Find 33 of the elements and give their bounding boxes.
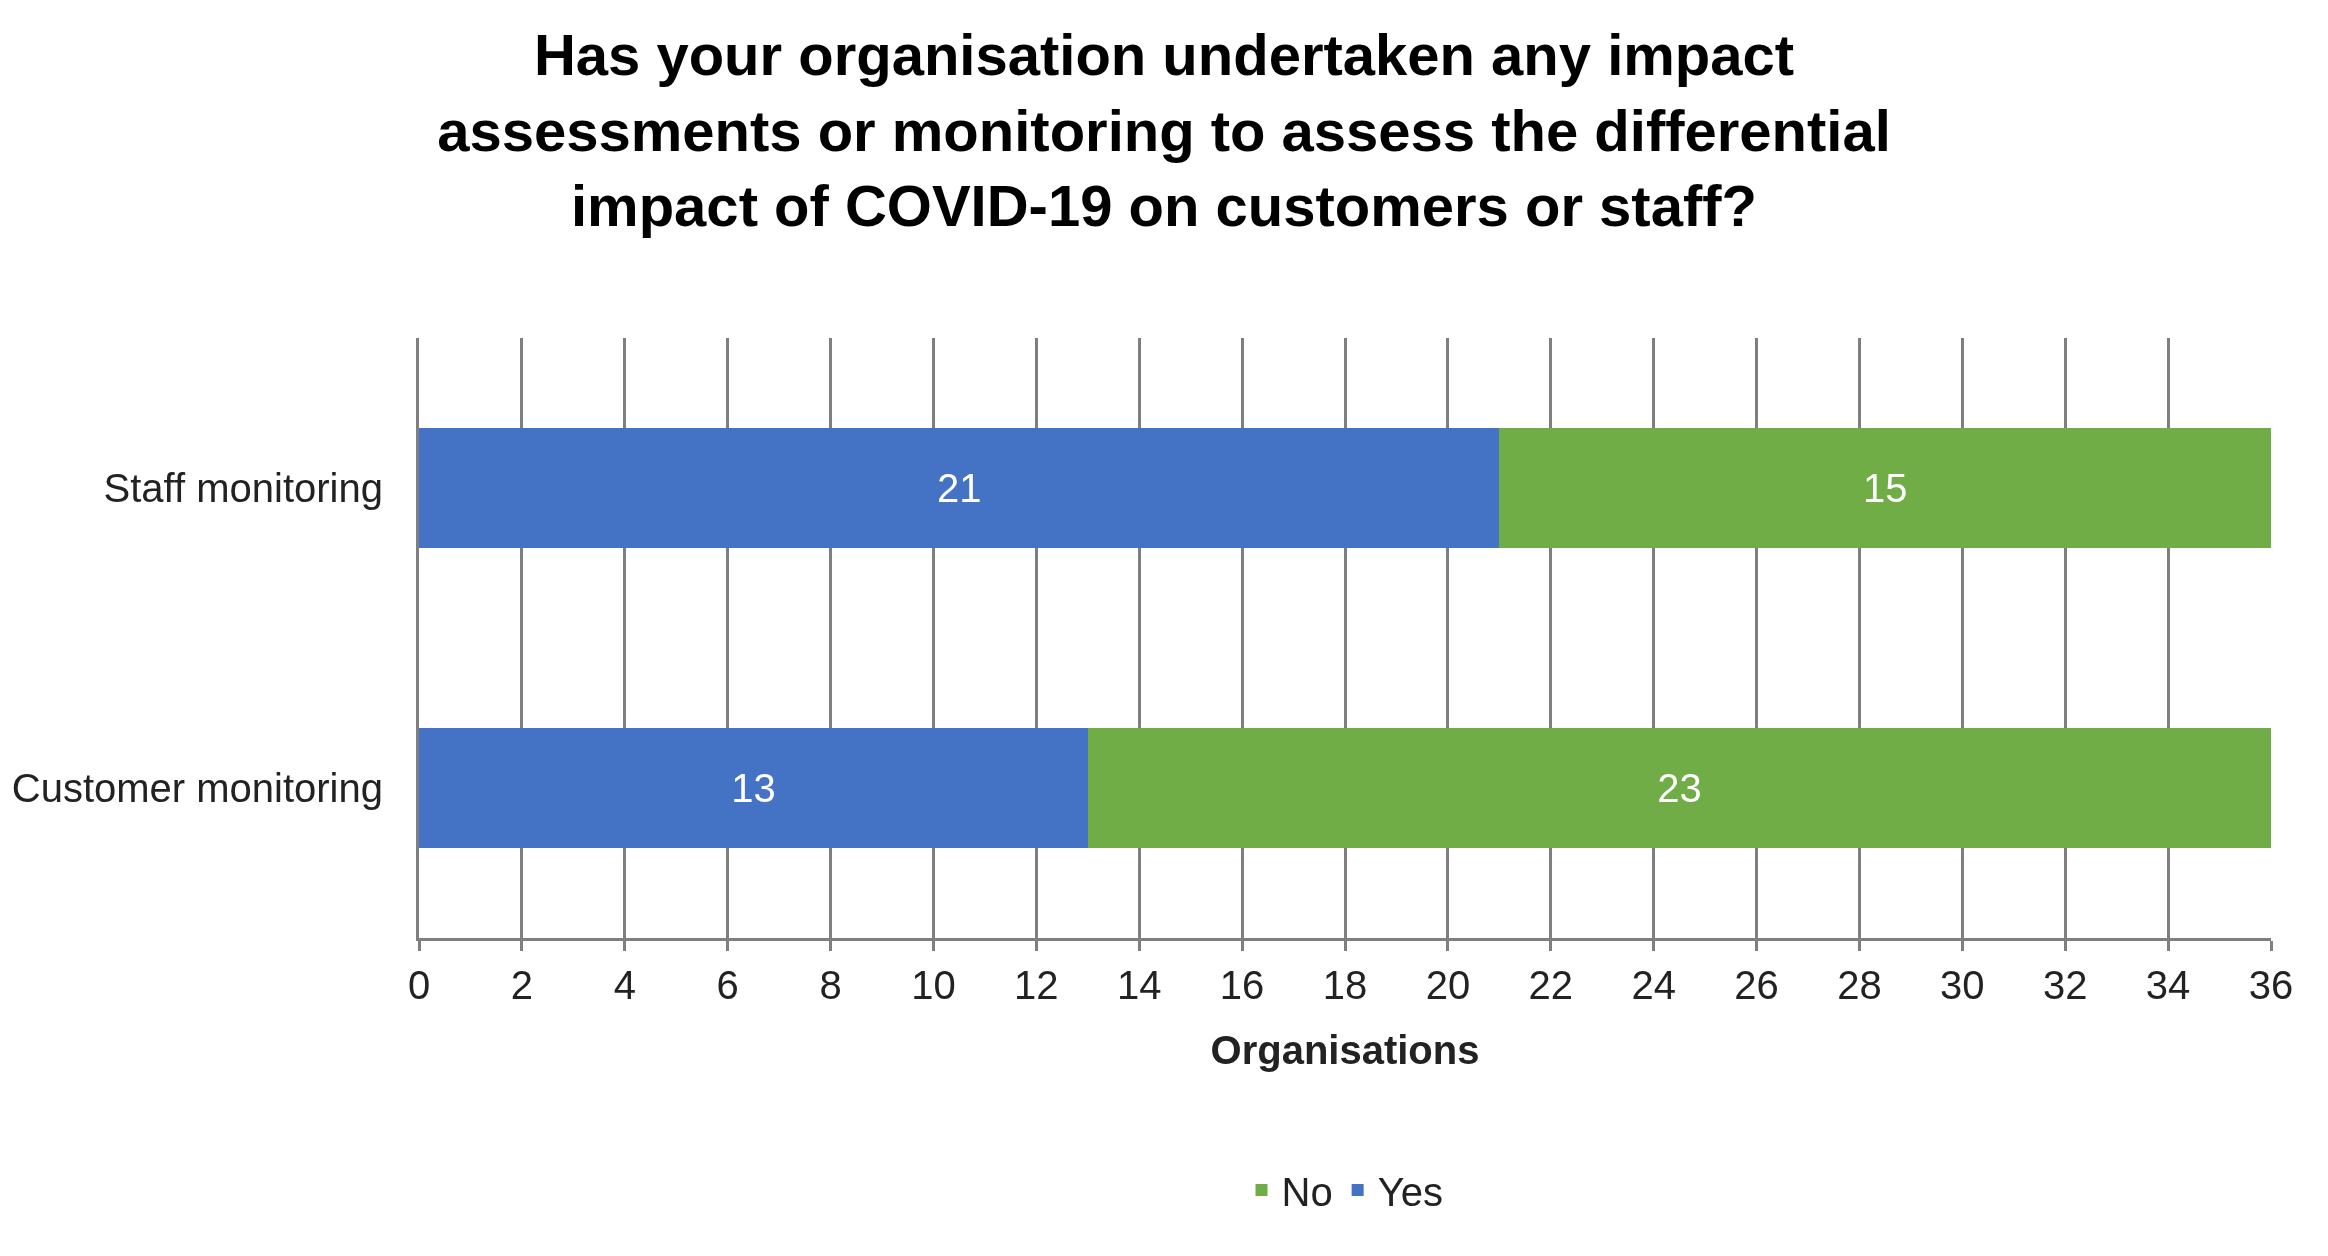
x-tick-label: 14 bbox=[1116, 963, 1162, 1007]
x-tick-label: 18 bbox=[1322, 963, 1368, 1007]
x-tick-label: 10 bbox=[911, 963, 956, 1007]
bar bbox=[1087, 728, 2271, 848]
x-tick-label: 30 bbox=[1940, 963, 1985, 1007]
bar bbox=[419, 728, 1088, 848]
x-tick-label: 34 bbox=[2145, 963, 2191, 1007]
data-label: 13 bbox=[731, 766, 776, 810]
x-tick-label: 12 bbox=[1014, 963, 1059, 1007]
bar bbox=[1499, 428, 2271, 548]
legend-label: No bbox=[1281, 1169, 1333, 1214]
x-tick-label: 28 bbox=[1837, 963, 1882, 1007]
x-tick-label: 24 bbox=[1631, 963, 1676, 1007]
data-label: 15 bbox=[1862, 466, 1908, 510]
bar bbox=[419, 428, 1500, 548]
x-axis-title: Organisations bbox=[1210, 1027, 1480, 1072]
x-tick-label: 36 bbox=[2248, 963, 2294, 1007]
y-tick-label: Staff monitoring bbox=[103, 466, 383, 510]
y-tick-label: Customer monitoring bbox=[11, 766, 383, 810]
x-tick-label: 0 bbox=[407, 963, 431, 1007]
data-label: 21 bbox=[936, 466, 982, 510]
x-tick-label: 4 bbox=[613, 963, 636, 1007]
x-tick-label: 2 bbox=[510, 963, 534, 1007]
x-tick-label: 16 bbox=[1219, 963, 1265, 1007]
chart-title: Has your organisation undertaken any impact assessments or monitoring to assess the differential impact of COVID-19 on customers or staff? bbox=[437, 22, 1891, 239]
x-tick-label: 20 bbox=[1425, 963, 1471, 1007]
x-tick-label: 26 bbox=[1734, 963, 1779, 1007]
data-label: 23 bbox=[1657, 766, 1702, 810]
x-tick-label: 6 bbox=[716, 963, 739, 1007]
legend-label: Yes bbox=[1377, 1169, 1443, 1214]
x-tick-label: 8 bbox=[819, 963, 842, 1007]
x-tick-label: 32 bbox=[2042, 963, 2088, 1007]
x-tick-label: 22 bbox=[1528, 963, 1574, 1007]
